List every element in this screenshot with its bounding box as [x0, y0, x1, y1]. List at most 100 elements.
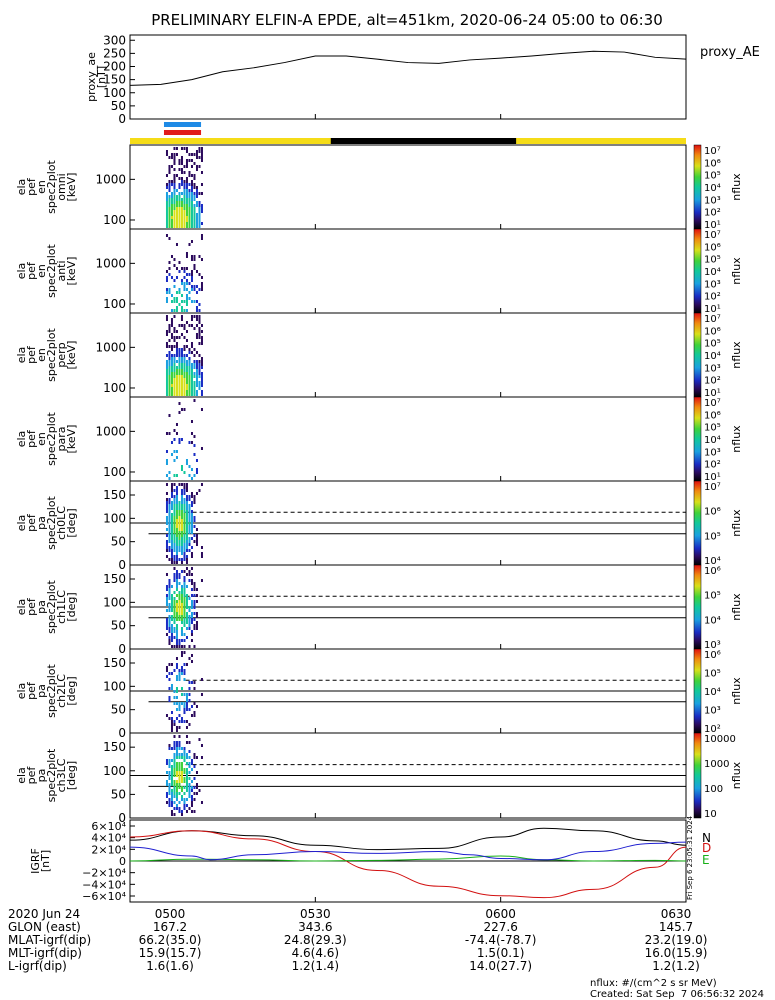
colorbar-tick-label: 10²	[704, 292, 721, 303]
spectrogram-cell	[200, 693, 203, 696]
colorbar-tick-label: 10³	[704, 706, 721, 717]
spectrogram-cell	[180, 294, 183, 297]
spectrogram-cell	[175, 393, 178, 396]
spectrogram-cell	[168, 381, 171, 384]
spectrogram-cell	[183, 165, 186, 168]
spectrogram-cell	[185, 180, 188, 183]
spectrogram-cell	[165, 546, 168, 549]
spectrogram-cell	[193, 753, 196, 756]
spectrogram-cell	[180, 594, 183, 597]
spectrogram-cell	[173, 336, 176, 339]
created-note: Created: Sat Sep 7 06:56:32 2024	[590, 989, 764, 1000]
spectrogram-cell	[173, 720, 176, 723]
spectrogram-cell	[193, 681, 196, 684]
spectrogram-cell	[180, 546, 183, 549]
spectrogram-cell	[188, 225, 191, 228]
spectrogram-cell	[183, 582, 186, 585]
spectrogram-cell	[185, 804, 188, 807]
spectrogram-cell	[170, 528, 173, 531]
spectrogram-cell	[178, 768, 181, 771]
spectrogram-cell	[170, 366, 173, 369]
spectrogram-cell	[200, 378, 203, 381]
spectrogram-cell	[200, 285, 203, 288]
spectrogram-cell	[188, 528, 191, 531]
spectrogram-cell	[178, 720, 181, 723]
spectrogram-cell	[200, 408, 203, 411]
spectrogram-cell	[193, 444, 196, 447]
spectrogram-cell	[170, 192, 173, 195]
spectrogram-cell	[195, 156, 198, 159]
spectrogram-cell	[190, 276, 193, 279]
spectrogram-cell	[170, 156, 173, 159]
spectrogram-cell	[188, 441, 191, 444]
spectrogram-cell	[173, 759, 176, 762]
spectrogram-cell	[168, 639, 171, 642]
spectrogram-cell	[180, 645, 183, 648]
spectrogram-cell	[200, 447, 203, 450]
spectrogram-cell	[193, 387, 196, 390]
spectrogram-cell	[178, 618, 181, 621]
spectrogram-cell	[190, 345, 193, 348]
spectrogram-cell	[173, 513, 176, 516]
spectrogram-cell	[178, 591, 181, 594]
spectrogram-cell	[170, 504, 173, 507]
panel-y-label-line: spec2plot	[45, 748, 58, 802]
spectrogram-cell	[173, 780, 176, 783]
spectrogram-cell	[170, 204, 173, 207]
spectrogram-cell	[195, 612, 198, 615]
spectrogram-cell	[168, 384, 171, 387]
spectrogram-cell	[183, 378, 186, 381]
spectrogram-cell	[170, 336, 173, 339]
panel-y-label-line: ela	[15, 347, 28, 364]
spectrogram-cell	[173, 507, 176, 510]
spectrogram-cell	[170, 393, 173, 396]
spectrogram-data	[165, 651, 203, 732]
y-tick-label: 1000	[95, 424, 126, 438]
spectrogram-cell	[175, 210, 178, 213]
spectrogram-cell	[195, 375, 198, 378]
spectrogram-cell	[190, 801, 193, 804]
spectrogram-cell	[178, 741, 181, 744]
panel-y-label-line: spec2plot	[45, 160, 58, 214]
spectrogram-cell	[198, 330, 201, 333]
spectrogram-cell	[188, 762, 191, 765]
spectrogram-cell	[193, 453, 196, 456]
panel-y-label-line: pef	[25, 177, 38, 196]
spectrogram-cell	[173, 762, 176, 765]
spectrogram-cell	[165, 207, 168, 210]
spectrogram-cell	[170, 780, 173, 783]
spectrogram-cell	[178, 513, 181, 516]
spectrogram-cell	[165, 483, 168, 486]
spectrogram-cell	[183, 501, 186, 504]
footer-row-value: 14.0(27.7)	[469, 959, 533, 973]
spectrogram-cell	[170, 618, 173, 621]
spectrogram-cell	[168, 546, 171, 549]
spectrogram-cell	[183, 267, 186, 270]
panel-frame	[129, 312, 687, 398]
spectrogram-cell	[183, 189, 186, 192]
spectrogram-cell	[200, 756, 203, 759]
spectrogram-cell	[183, 747, 186, 750]
spectrogram-cell	[190, 528, 193, 531]
spectrogram-cell	[183, 213, 186, 216]
spectrogram-cell	[185, 300, 188, 303]
spectrogram-cell	[185, 495, 188, 498]
y-tick-label: −4×10⁴	[82, 878, 126, 891]
spectrogram-cell	[175, 153, 178, 156]
spectrogram-cell	[190, 315, 193, 318]
spectrogram-cell	[170, 357, 173, 360]
panel-y-label-line: pa	[35, 769, 48, 783]
igrf-legend-E: E	[702, 853, 710, 867]
spectrogram-cell	[185, 573, 188, 576]
spectrogram-cell	[198, 222, 201, 225]
spectrogram-cell	[178, 522, 181, 525]
spectrogram-cell	[193, 756, 196, 759]
spectrogram-cell	[170, 783, 173, 786]
spectrogram-cell	[178, 504, 181, 507]
spectrogram-cell	[200, 483, 203, 486]
spectrogram-cell	[173, 459, 176, 462]
spectrogram-cell	[183, 393, 186, 396]
spectrogram-cell	[198, 147, 201, 150]
spectrogram-cell	[183, 786, 186, 789]
